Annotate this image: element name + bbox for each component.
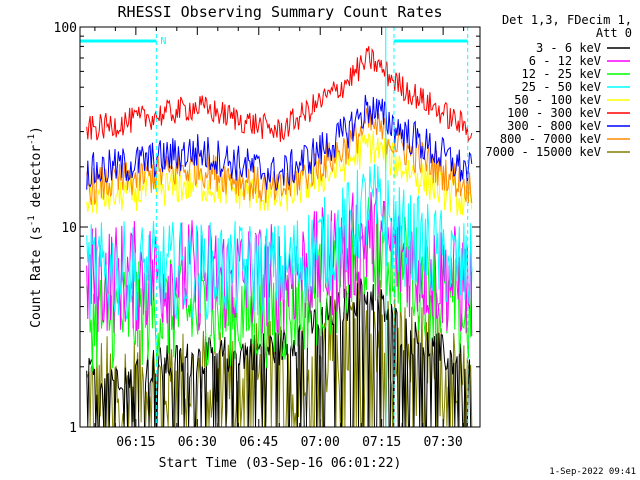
plot-area: N: [80, 27, 473, 429]
legend-label-4: 50 - 100 keV: [514, 93, 601, 107]
series-line-6: [86, 94, 473, 192]
timestamp: 1-Sep-2022 09:41: [549, 467, 636, 477]
x-tick-label-3: 07:00: [301, 435, 340, 450]
x-tick-label-1: 06:30: [178, 435, 217, 450]
y-tick-label-1: 10: [61, 221, 77, 236]
series-line-5: [86, 46, 473, 143]
legend-label-7: 800 - 7000 keV: [500, 132, 601, 146]
night-label: N: [160, 36, 166, 47]
y-axis-label: Count Rate (s-1 detector-1): [27, 126, 44, 328]
series-line-0: [86, 278, 472, 428]
legend-label-8: 7000 - 15000 keV: [485, 145, 601, 159]
legend-header-line-2: Att 0: [596, 26, 632, 40]
x-axis-label: Start Time (03-Sep-16 06:01:22): [159, 456, 402, 471]
y-tick-label-0: 1: [69, 421, 77, 436]
series-line-3: [86, 164, 473, 321]
x-tick-label-0: 06:15: [116, 435, 155, 450]
legend-label-3: 25 - 50 keV: [522, 80, 601, 94]
legend-label-1: 6 - 12 keV: [529, 54, 601, 68]
legend-header-line-1: Det 1,3, FDecim 1,: [502, 13, 632, 27]
legend-label-6: 300 - 800 keV: [507, 119, 601, 133]
legend-label-0: 3 - 6 keV: [536, 41, 601, 55]
x-tick-label-4: 07:15: [362, 435, 401, 450]
legend-label-5: 100 - 300 keV: [507, 106, 601, 120]
x-tick-label-2: 06:45: [239, 435, 278, 450]
axes: 06:15 06:30 06:45 07:00 07:15 07:30 1 10 100: [54, 21, 480, 450]
chart-title: RHESSI Observing Summary Count Rates: [117, 3, 442, 21]
x-tick-label-5: 07:30: [424, 435, 463, 450]
series-line-7: [86, 105, 473, 206]
y-tick-label-2: 100: [54, 21, 77, 36]
legend-label-2: 12 - 25 keV: [522, 67, 601, 81]
